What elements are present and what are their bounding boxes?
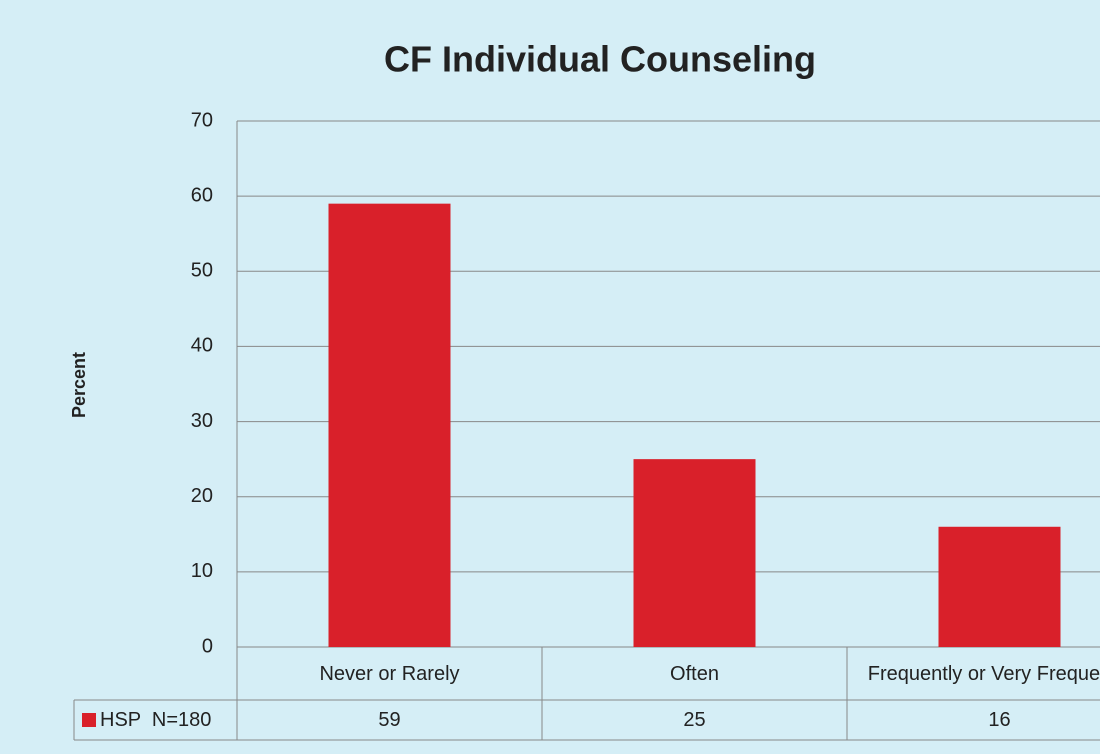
legend-swatch bbox=[82, 713, 96, 727]
y-tick-label: 50 bbox=[191, 260, 213, 282]
x-tick-label: Often bbox=[670, 662, 719, 685]
chart-title: CF Individual Counseling bbox=[384, 39, 816, 80]
y-tick-label: 70 bbox=[191, 109, 213, 131]
bar bbox=[938, 526, 1061, 647]
y-tick-label: 60 bbox=[191, 184, 213, 206]
data-table-value: 59 bbox=[378, 709, 401, 731]
y-tick-label: 0 bbox=[202, 635, 213, 657]
data-table-value: 16 bbox=[988, 709, 1011, 731]
y-tick-label: 10 bbox=[191, 560, 213, 582]
y-tick-label: 40 bbox=[191, 335, 213, 357]
bar bbox=[633, 459, 756, 647]
x-tick-label: Never or Rarely bbox=[319, 662, 460, 685]
y-axis-label: Percent bbox=[69, 352, 89, 418]
y-tick-label: 20 bbox=[191, 485, 213, 507]
bar bbox=[328, 203, 451, 647]
y-tick-label: 30 bbox=[191, 410, 213, 432]
data-table-value: 25 bbox=[683, 709, 706, 731]
legend-label: HSP N=180 bbox=[100, 709, 212, 731]
x-tick-label: Frequently or Very Frequently bbox=[867, 662, 1100, 685]
